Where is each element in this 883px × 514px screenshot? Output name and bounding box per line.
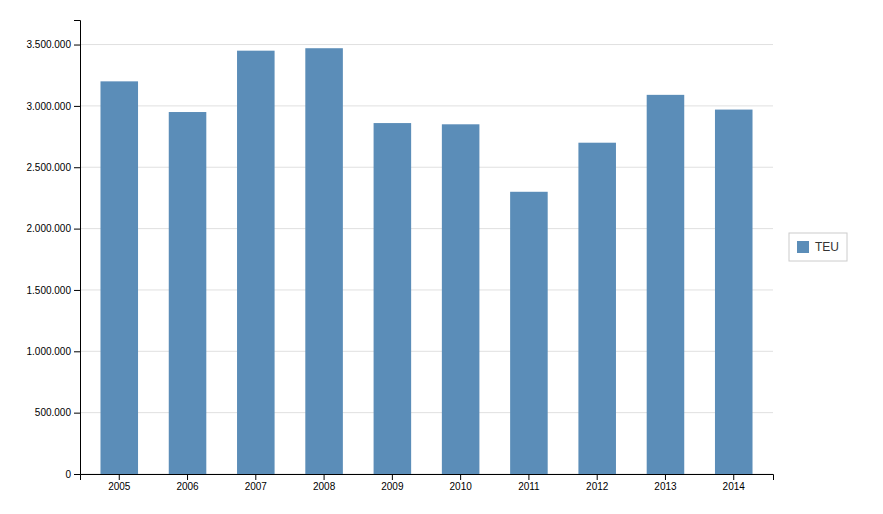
x-tick-mark xyxy=(460,474,461,480)
x-tick-label: 2009 xyxy=(381,481,404,492)
x-tick-label: 2013 xyxy=(654,481,677,492)
bar xyxy=(305,48,343,474)
x-tick: 2011 xyxy=(518,474,540,492)
x-tick-label: 2012 xyxy=(586,481,609,492)
legend-frame xyxy=(789,233,847,261)
x-tick-mark xyxy=(255,474,256,480)
y-tick-mark xyxy=(74,474,80,475)
x-tick-mark xyxy=(733,474,734,480)
y-tick-mark xyxy=(74,167,80,168)
y-tick: 500.000 xyxy=(35,407,80,418)
legend: TEU xyxy=(789,233,847,261)
plot: 0 500.000 1.000.000 1.500.000 2.000.000 2.500… xyxy=(27,21,774,493)
bar xyxy=(647,95,685,474)
y-tick-label: 0 xyxy=(65,469,71,480)
y-axis-line xyxy=(74,21,81,475)
x-tick-mark xyxy=(119,474,120,480)
x-tick: 2008 xyxy=(313,474,336,492)
bar xyxy=(578,143,616,474)
y-tick-mark xyxy=(74,229,80,230)
y-tick-mark xyxy=(74,290,80,291)
y-tick-label: 1.000.000 xyxy=(27,346,72,357)
x-tick-label: 2007 xyxy=(245,481,268,492)
y-tick-label: 2.000.000 xyxy=(27,223,72,234)
y-tick-label: 2.500.000 xyxy=(27,162,72,173)
x-tick-label: 2006 xyxy=(176,481,199,492)
x-tick: 2012 xyxy=(586,474,609,492)
y-tick: 0 xyxy=(65,469,80,480)
grid-line xyxy=(80,44,773,45)
x-tick-label: 2005 xyxy=(108,481,131,492)
x-axis-line xyxy=(81,475,774,481)
y-tick-mark xyxy=(74,45,80,46)
x-tick: 2009 xyxy=(381,474,404,492)
x-tick-mark xyxy=(665,474,666,480)
x-tick-label: 2010 xyxy=(450,481,473,492)
x-tick: 2014 xyxy=(723,474,746,492)
x-tick: 2005 xyxy=(108,474,131,492)
bar xyxy=(510,192,548,474)
bar xyxy=(100,81,138,474)
legend-swatch xyxy=(797,241,809,253)
bar xyxy=(442,124,480,474)
y-tick: 2.500.000 xyxy=(27,162,81,173)
y-tick-mark xyxy=(74,413,80,414)
x-tick: 2013 xyxy=(654,474,677,492)
x-tick: 2010 xyxy=(450,474,473,492)
x-tick-label: 2011 xyxy=(518,481,540,492)
bar xyxy=(374,123,412,474)
x-tick-mark xyxy=(528,474,529,480)
y-tick: 1.000.000 xyxy=(27,346,81,357)
bar xyxy=(237,51,275,474)
y-tick: 3.000.000 xyxy=(27,101,81,112)
y-tick-label: 3.000.000 xyxy=(27,101,72,112)
y-tick-label: 1.500.000 xyxy=(27,285,72,296)
bar xyxy=(715,110,753,474)
x-tick: 2006 xyxy=(176,474,199,492)
x-tick-mark xyxy=(597,474,598,480)
grid xyxy=(80,45,773,474)
y-tick-mark xyxy=(74,351,80,352)
y-tick-mark xyxy=(74,106,80,107)
x-tick-label: 2008 xyxy=(313,481,336,492)
x-axis: 2005 2006 2007 2008 2009 2010 2011 2012 2013 2014 xyxy=(81,474,774,492)
x-tick-mark xyxy=(187,474,188,480)
y-tick-label: 500.000 xyxy=(35,407,72,418)
bar xyxy=(169,112,207,474)
x-tick: 2007 xyxy=(245,474,268,492)
y-tick: 2.000.000 xyxy=(27,223,81,234)
y-tick: 3.500.000 xyxy=(27,39,81,50)
y-axis: 0 500.000 1.000.000 1.500.000 2.000.000 2.500… xyxy=(27,21,81,480)
legend-label: TEU xyxy=(815,240,839,254)
x-tick-mark xyxy=(392,474,393,480)
x-tick-label: 2014 xyxy=(723,481,746,492)
y-tick: 1.500.000 xyxy=(27,285,81,296)
chart: 0 500.000 1.000.000 1.500.000 2.000.000 2.500… xyxy=(0,0,883,514)
bars xyxy=(100,48,752,474)
x-tick-mark xyxy=(324,474,325,480)
y-tick-label: 3.500.000 xyxy=(27,39,72,50)
